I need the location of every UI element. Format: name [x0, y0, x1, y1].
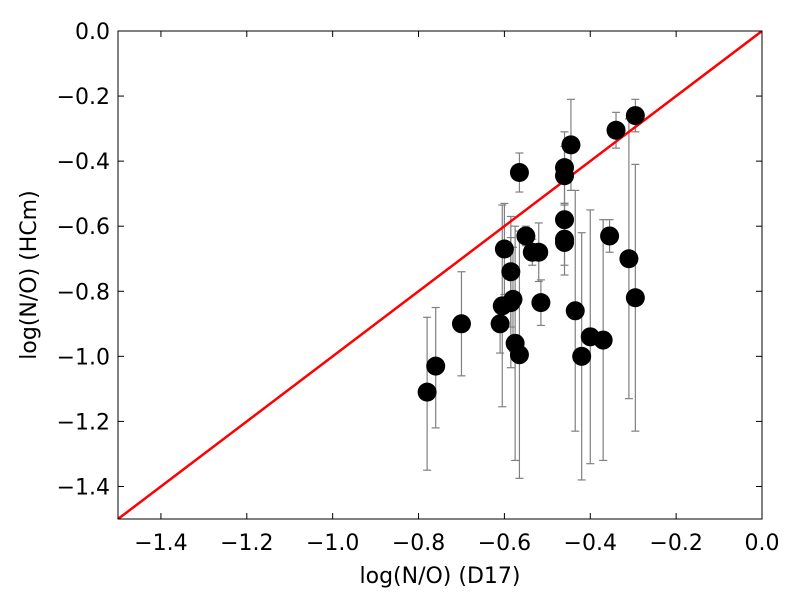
- data-point: [509, 163, 529, 183]
- y-tick-label: −1.0: [57, 345, 110, 370]
- one-to-one-line: [118, 31, 762, 519]
- data-point: [555, 166, 575, 186]
- y-tick-label: −1.2: [57, 410, 110, 435]
- data-point: [501, 262, 521, 282]
- y-axis-label: log(N/O) (HCm): [17, 190, 42, 359]
- reference-line-layer: [118, 31, 762, 519]
- y-tick-label: −0.8: [57, 280, 110, 305]
- data-point: [494, 239, 514, 259]
- data-point: [490, 314, 510, 334]
- data-point: [565, 301, 585, 321]
- x-axis: −1.4 −1.2 −1.0 −0.8 −0.6 −0.4 −0.2 0.0: [134, 31, 780, 556]
- data-point: [606, 120, 626, 140]
- data-point: [509, 345, 529, 365]
- data-point: [625, 106, 645, 126]
- x-axis-label: log(N/O) (D17): [360, 564, 521, 589]
- data-point: [426, 356, 446, 376]
- data-point: [555, 232, 575, 252]
- plot-frame: [117, 30, 763, 520]
- data-point: [451, 314, 471, 334]
- data-point: [417, 382, 437, 402]
- data-point: [625, 288, 645, 308]
- x-tick-label: −0.4: [564, 531, 617, 556]
- data-point: [572, 346, 592, 366]
- x-tick-label: 0.0: [745, 531, 780, 556]
- data-point: [529, 242, 549, 262]
- x-tick-label: −0.6: [478, 531, 531, 556]
- x-tick-label: −1.4: [134, 531, 187, 556]
- y-tick-label: 0.0: [75, 20, 110, 45]
- data-point: [593, 330, 613, 350]
- x-tick-label: −1.2: [220, 531, 273, 556]
- data-point: [516, 226, 536, 246]
- data-point: [600, 226, 620, 246]
- data-point: [531, 293, 551, 313]
- x-tick-label: −1.0: [306, 531, 359, 556]
- y-tick-label: −0.2: [57, 85, 110, 110]
- y-axis: 0.0 −0.2 −0.4 −0.6 −0.8 −1.0 −1.2 −1.4: [57, 20, 762, 500]
- x-tick-label: −0.8: [392, 531, 445, 556]
- data-point: [561, 135, 581, 155]
- y-tick-label: −0.4: [57, 150, 110, 175]
- data-point: [619, 249, 639, 269]
- data-point: [555, 210, 575, 230]
- x-tick-label: −0.2: [649, 531, 702, 556]
- data-point-layer: [417, 106, 645, 402]
- y-tick-label: −0.6: [57, 215, 110, 240]
- data-point: [501, 293, 521, 313]
- y-tick-label: −1.4: [57, 475, 110, 500]
